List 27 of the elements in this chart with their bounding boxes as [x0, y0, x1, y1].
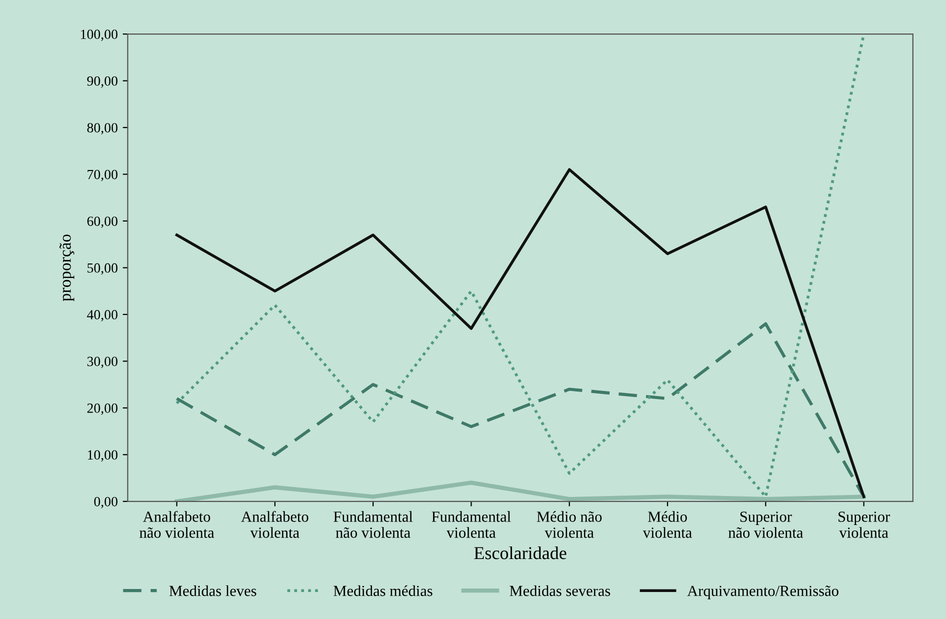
x-tick-label: Fundamental violenta: [432, 511, 511, 538]
line-series: [174, 480, 866, 502]
legend-label: Medidas severas: [510, 585, 610, 596]
x-tick-label: Médio não violenta: [536, 511, 602, 538]
y-tick-label: 100,00: [81, 30, 118, 41]
y-tick-label: 50,00: [88, 263, 118, 275]
x-tick-label: Analfabeto violenta: [241, 510, 308, 538]
y-tick-label: 90,00: [87, 76, 118, 88]
y-tick-label: 40,00: [87, 310, 118, 322]
x-tick-label: Superior não violenta: [728, 512, 804, 538]
x-tick-label: Médio violenta: [642, 511, 692, 538]
x-tick-label: Fundamental não violenta: [334, 511, 413, 538]
x-axis-title: Escolaridade: [474, 546, 566, 560]
x-tick-label: Analfabeto não violenta: [140, 510, 214, 538]
line-series: [175, 168, 866, 498]
legend-label: Medidas médias: [334, 585, 432, 596]
x-tick-label: Superior violenta: [838, 512, 890, 538]
y-tick-label: 30,00: [87, 356, 118, 368]
y-tick-label: 20,00: [87, 404, 118, 415]
y-tick-label: 10,00: [88, 450, 118, 462]
y-axis-title: proporção: [59, 234, 74, 302]
legend-label: Medidas leves: [169, 585, 256, 596]
y-tick-label: 60,00: [87, 216, 118, 228]
y-tick-label: 80,00: [87, 123, 118, 134]
legend-label: Arquivamento/Remissão: [687, 586, 838, 600]
y-tick-label: 70,00: [88, 170, 118, 182]
y-tick-label: 0,00: [94, 496, 118, 508]
